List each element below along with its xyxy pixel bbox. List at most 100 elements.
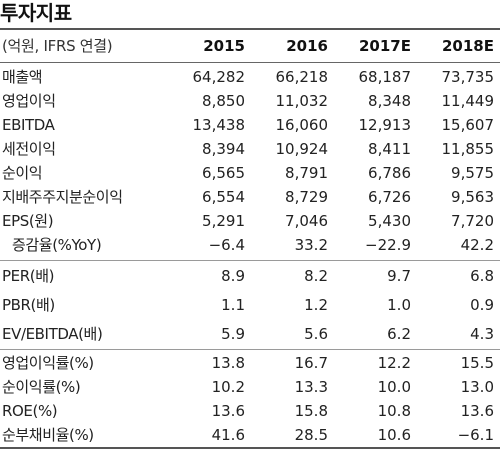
cell-2017e: 6,726 bbox=[368, 188, 411, 206]
section-divider bbox=[0, 349, 500, 350]
table-row-eps-growth: 증감율(%YoY) −6.4 33.2 −22.9 42.2 bbox=[0, 233, 500, 257]
table-row-eps: EPS(원) 5,291 7,046 5,430 7,720 bbox=[0, 209, 500, 233]
cell-2015: 8,394 bbox=[202, 140, 245, 158]
title-rule bbox=[0, 28, 500, 30]
cell-2016: 11,032 bbox=[275, 92, 329, 110]
cell-2016: 28.5 bbox=[294, 426, 328, 444]
cell-2018e: 9,563 bbox=[451, 188, 494, 206]
cell-2018e: 13.0 bbox=[460, 378, 494, 396]
cell-2016: 7,046 bbox=[285, 212, 328, 230]
cell-2018e: 7,720 bbox=[451, 212, 494, 230]
cell-2017e: 12,913 bbox=[358, 116, 412, 134]
cell-2017e: −22.9 bbox=[365, 236, 411, 254]
table-row-net-debt-ratio: 순부채비율(%) 41.6 28.5 10.6 −6.1 bbox=[0, 423, 500, 447]
row-label: 영업이익 bbox=[2, 92, 56, 110]
table-row-operating-profit: 영업이익 8,850 11,032 8,348 11,449 bbox=[0, 89, 500, 113]
cell-2018e: 11,449 bbox=[441, 92, 495, 110]
cell-2015: 1.1 bbox=[221, 296, 245, 314]
header-divider bbox=[0, 62, 500, 63]
cell-2017e: 12.2 bbox=[377, 354, 411, 372]
row-label: 순부채비율(%) bbox=[2, 426, 94, 444]
cell-2018e: 11,855 bbox=[441, 140, 495, 158]
cell-2018e: 15,607 bbox=[441, 116, 495, 134]
year-header-2015: 2015 bbox=[203, 37, 245, 55]
table-row-operating-margin: 영업이익률(%) 13.8 16.7 12.2 15.5 bbox=[0, 351, 500, 375]
cell-2017e: 5,430 bbox=[368, 212, 411, 230]
cell-2017e: 9.7 bbox=[387, 267, 411, 285]
row-label: 순이익 bbox=[2, 164, 43, 182]
section-divider bbox=[0, 260, 500, 261]
cell-2015: 8.9 bbox=[221, 267, 245, 285]
cell-2015: −6.4 bbox=[208, 236, 245, 254]
table-bottom-rule bbox=[0, 447, 500, 449]
unit-label: (억원, IFRS 연결) bbox=[2, 37, 113, 55]
cell-2015: 5.9 bbox=[221, 325, 245, 343]
table-row-roe: ROE(%) 13.6 15.8 10.8 13.6 bbox=[0, 399, 500, 423]
cell-2018e: 6.8 bbox=[470, 267, 494, 285]
cell-2018e: 73,735 bbox=[441, 68, 495, 86]
cell-2016: 8,729 bbox=[285, 188, 328, 206]
table-header-row: (억원, IFRS 연결) 2015 2016 2017E 2018E bbox=[0, 30, 500, 62]
year-header-2017e: 2017E bbox=[359, 37, 411, 55]
row-label: 순이익률(%) bbox=[2, 378, 81, 396]
cell-2018e: 15.5 bbox=[460, 354, 494, 372]
table-row-controlling-net-income: 지배주주지분순이익 6,554 8,729 6,726 9,563 bbox=[0, 185, 500, 209]
cell-2015: 64,282 bbox=[192, 68, 246, 86]
cell-2016: 5.6 bbox=[304, 325, 328, 343]
cell-2017e: 10.0 bbox=[377, 378, 411, 396]
cell-2016: 8.2 bbox=[304, 267, 328, 285]
cell-2018e: 4.3 bbox=[470, 325, 494, 343]
cell-2016: 10,924 bbox=[275, 140, 329, 158]
cell-2017e: 6.2 bbox=[387, 325, 411, 343]
table-row-net-margin: 순이익률(%) 10.2 13.3 10.0 13.0 bbox=[0, 375, 500, 399]
row-label: 매출액 bbox=[2, 68, 43, 86]
cell-2017e: 6,786 bbox=[368, 164, 411, 182]
cell-2018e: 13.6 bbox=[460, 402, 494, 420]
row-label: EBITDA bbox=[2, 116, 55, 134]
cell-2018e: −6.1 bbox=[457, 426, 494, 444]
cell-2015: 5,291 bbox=[202, 212, 245, 230]
cell-2016: 15.8 bbox=[294, 402, 328, 420]
cell-2017e: 10.6 bbox=[377, 426, 411, 444]
cell-2015: 13.8 bbox=[211, 354, 245, 372]
cell-2017e: 8,348 bbox=[368, 92, 411, 110]
row-label: 증감율(%YoY) bbox=[12, 236, 102, 254]
table-row-revenue: 매출액 64,282 66,218 68,187 73,735 bbox=[0, 65, 500, 89]
cell-2015: 41.6 bbox=[211, 426, 245, 444]
table-row-per: PER(배) 8.9 8.2 9.7 6.8 bbox=[0, 264, 500, 288]
row-label: PBR(배) bbox=[2, 296, 55, 314]
cell-2017e: 8,411 bbox=[368, 140, 411, 158]
cell-2015: 6,554 bbox=[202, 188, 245, 206]
year-header-2018e: 2018E bbox=[442, 37, 494, 55]
cell-2016: 16,060 bbox=[275, 116, 329, 134]
row-label: 지배주주지분순이익 bbox=[2, 188, 123, 206]
year-header-2016: 2016 bbox=[286, 37, 328, 55]
cell-2017e: 1.0 bbox=[387, 296, 411, 314]
cell-2016: 13.3 bbox=[294, 378, 328, 396]
table-row-ev-ebitda: EV/EBITDA(배) 5.9 5.6 6.2 4.3 bbox=[0, 322, 500, 346]
cell-2015: 6,565 bbox=[202, 164, 245, 182]
page-title: 투자지표 bbox=[0, 1, 72, 25]
row-label: 영업이익률(%) bbox=[2, 354, 94, 372]
table-row-net-income: 순이익 6,565 8,791 6,786 9,575 bbox=[0, 161, 500, 185]
cell-2015: 8,850 bbox=[202, 92, 245, 110]
row-label: EV/EBITDA(배) bbox=[2, 325, 103, 343]
cell-2015: 10.2 bbox=[211, 378, 245, 396]
cell-2015: 13,438 bbox=[192, 116, 246, 134]
cell-2018e: 9,575 bbox=[451, 164, 494, 182]
cell-2016: 1.2 bbox=[304, 296, 328, 314]
cell-2018e: 42.2 bbox=[460, 236, 494, 254]
cell-2016: 66,218 bbox=[275, 68, 329, 86]
cell-2017e: 68,187 bbox=[358, 68, 412, 86]
table-row-pretax-income: 세전이익 8,394 10,924 8,411 11,855 bbox=[0, 137, 500, 161]
cell-2016: 8,791 bbox=[285, 164, 328, 182]
table-row-pbr: PBR(배) 1.1 1.2 1.0 0.9 bbox=[0, 293, 500, 317]
row-label: ROE(%) bbox=[2, 402, 58, 420]
cell-2015: 13.6 bbox=[211, 402, 245, 420]
row-label: 세전이익 bbox=[2, 140, 56, 158]
cell-2018e: 0.9 bbox=[470, 296, 494, 314]
row-label: PER(배) bbox=[2, 267, 55, 285]
cell-2016: 16.7 bbox=[294, 354, 328, 372]
table-row-ebitda: EBITDA 13,438 16,060 12,913 15,607 bbox=[0, 113, 500, 137]
cell-2016: 33.2 bbox=[294, 236, 328, 254]
